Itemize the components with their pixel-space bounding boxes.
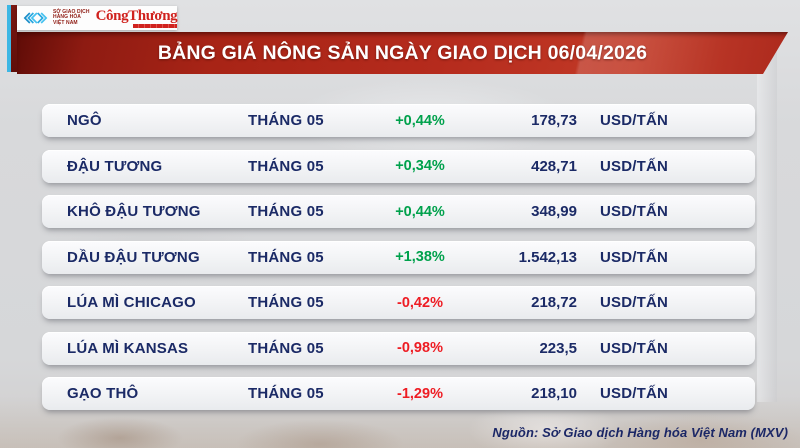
contract-month: THÁNG 05	[248, 112, 324, 129]
change-percent: -0,42%	[397, 294, 443, 311]
change-percent: -1,29%	[397, 385, 443, 402]
table-row: ĐẬU TƯƠNG THÁNG 05 +0,34% 428,71 USD/TẤN	[42, 149, 755, 183]
background-texture	[757, 52, 777, 402]
congthuong-wordmark: CôngThương	[95, 7, 178, 24]
contract-month: THÁNG 05	[248, 294, 324, 311]
price-unit: USD/TẤN	[600, 157, 669, 175]
commodity-name: NGÔ	[67, 112, 102, 129]
price-unit: USD/TẤN	[600, 294, 669, 311]
price-value: 428,71	[531, 157, 577, 175]
logo-box: SỞ GIAO DỊCH HÀNG HÓA VIỆT NAM CôngThươn…	[17, 6, 178, 30]
mxv-logo-line: VIỆT NAM	[53, 19, 78, 26]
contract-month: THÁNG 05	[248, 248, 324, 266]
commodity-name: ĐẬU TƯƠNG	[67, 157, 163, 175]
congthuong-logo: CôngThương	[95, 7, 178, 28]
mxv-logo-icon	[23, 12, 48, 24]
price-value: 218,72	[531, 294, 577, 311]
title-banner: BẢNG GIÁ NÔNG SẢN NGÀY GIAO DỊCH 06/04/2…	[17, 32, 788, 74]
price-value: 178,73	[531, 112, 577, 129]
price-unit: USD/TẤN	[600, 203, 669, 220]
price-unit: USD/TẤN	[600, 248, 669, 266]
page-title: BẢNG GIÁ NÔNG SẢN NGÀY GIAO DỊCH 06/04/2…	[157, 41, 648, 64]
price-value: 348,99	[531, 203, 577, 220]
commodity-name: DẦU ĐẬU TƯƠNG	[67, 248, 200, 266]
commodity-name: LÚA MÌ CHICAGO	[67, 294, 196, 311]
change-percent: +0,44%	[395, 203, 445, 220]
table-row: GẠO THÔ THÁNG 05 -1,29% 218,10 USD/TẤN	[42, 377, 755, 410]
commodity-name: KHÔ ĐẬU TƯƠNG	[67, 203, 201, 220]
source-note: Nguồn: Sở Giao dịch Hàng hóa Việt Nam (M…	[492, 425, 788, 440]
commodity-name: GẠO THÔ	[67, 385, 139, 402]
mxv-logo-line: HÀNG HÓA	[53, 14, 82, 21]
table-row: DẦU ĐẬU TƯƠNG THÁNG 05 +1,38% 1.542,13 U…	[42, 240, 755, 274]
mxv-logo-line: SỞ GIAO DỊCH	[53, 8, 90, 15]
congthuong-tagline-strip	[133, 23, 178, 28]
change-percent: -0,98%	[397, 340, 443, 356]
accent-stripe-maroon	[11, 5, 17, 72]
contract-month: THÁNG 05	[248, 339, 324, 357]
mxv-logo-text: SỞ GIAO DỊCH HÀNG HÓA VIỆT NAM	[53, 8, 90, 26]
change-percent: +0,44%	[395, 112, 445, 129]
table-row: LÚA MÌ CHICAGO THÁNG 05 -0,42% 218,72 US…	[42, 286, 755, 319]
table-row: LÚA MÌ KANSAS THÁNG 05 -0,98% 223,5 USD/…	[42, 331, 755, 365]
change-percent: +1,38%	[395, 249, 445, 265]
accent-stripe-cyan	[7, 5, 11, 72]
price-value: 223,5	[539, 339, 577, 357]
table-row: NGÔ THÁNG 05 +0,44% 178,73 USD/TẤN	[42, 104, 755, 137]
price-table: NGÔ THÁNG 05 +0,44% 178,73 USD/TẤN ĐẬU T…	[42, 104, 755, 410]
table-row: KHÔ ĐẬU TƯƠNG THÁNG 05 +0,44% 348,99 USD…	[42, 195, 755, 228]
price-unit: USD/TẤN	[600, 112, 669, 129]
price-unit: USD/TẤN	[600, 339, 669, 357]
price-value: 218,10	[531, 385, 577, 402]
contract-month: THÁNG 05	[248, 203, 324, 220]
price-unit: USD/TẤN	[600, 385, 669, 402]
contract-month: THÁNG 05	[248, 157, 324, 175]
price-value: 1.542,13	[518, 248, 577, 266]
change-percent: +0,34%	[395, 158, 445, 174]
commodity-name: LÚA MÌ KANSAS	[67, 339, 189, 357]
contract-month: THÁNG 05	[248, 385, 324, 402]
